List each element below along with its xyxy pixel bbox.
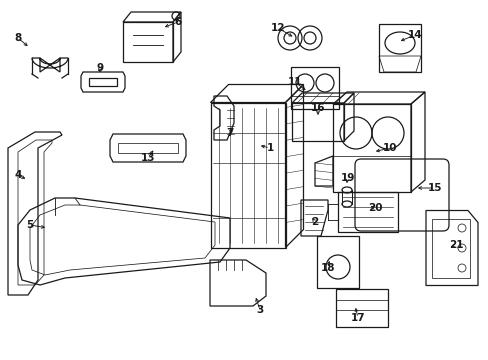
Text: 12: 12 <box>270 23 285 33</box>
Bar <box>332 104 410 192</box>
Text: 4: 4 <box>14 170 21 180</box>
Text: 16: 16 <box>310 103 325 113</box>
Text: 15: 15 <box>427 183 441 193</box>
Text: 17: 17 <box>350 313 365 323</box>
Text: 19: 19 <box>340 173 354 183</box>
Text: 11: 11 <box>287 77 302 87</box>
Text: 10: 10 <box>382 143 396 153</box>
Text: 5: 5 <box>26 220 34 230</box>
Text: 8: 8 <box>14 33 21 43</box>
Text: 9: 9 <box>96 63 103 73</box>
Text: 21: 21 <box>448 240 462 250</box>
Text: 1: 1 <box>266 143 273 153</box>
Text: 3: 3 <box>256 305 263 315</box>
Text: 13: 13 <box>141 153 155 163</box>
Text: 2: 2 <box>311 217 318 227</box>
Bar <box>290 67 338 109</box>
Bar <box>335 289 387 327</box>
Text: 18: 18 <box>320 263 335 273</box>
Bar <box>316 236 358 288</box>
Text: 7: 7 <box>226 128 233 138</box>
Bar <box>431 219 469 278</box>
Text: 6: 6 <box>174 17 181 27</box>
Bar <box>378 24 420 72</box>
Text: 14: 14 <box>407 30 422 40</box>
Text: 20: 20 <box>367 203 382 213</box>
